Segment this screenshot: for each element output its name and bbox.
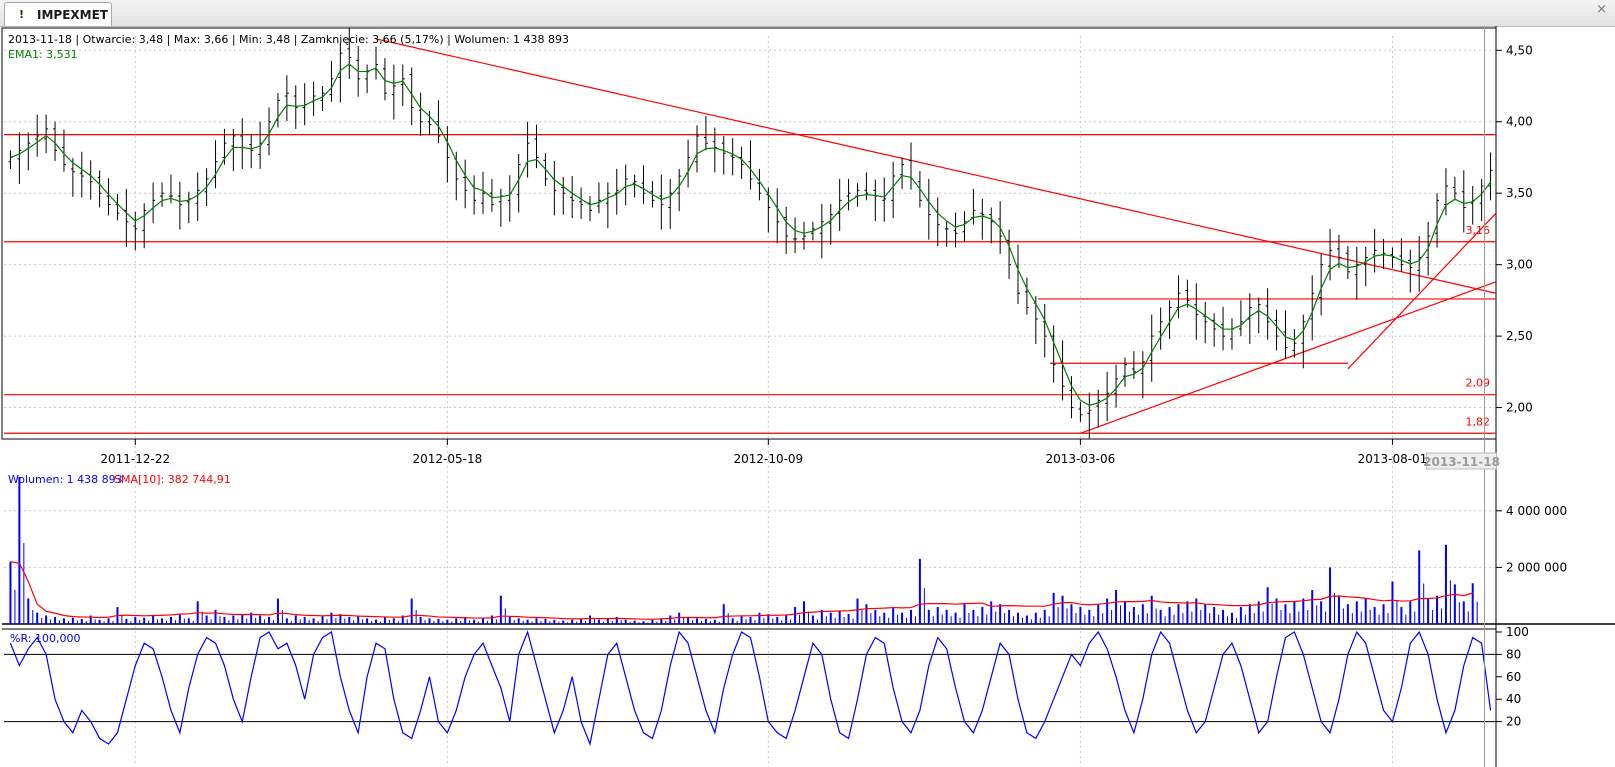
cursor-date-label: 2013-11-18: [1423, 455, 1500, 469]
wr-y-tick-label: 100: [1506, 625, 1529, 639]
y-tick-label: 2,50: [1506, 329, 1533, 343]
trend-line-down: [375, 38, 1497, 294]
grid: [4, 36, 1495, 764]
level-label: 3,16: [1466, 224, 1491, 237]
axis-labels: 2011-12-22 2012-05-18 2012-10-09 2013-03-06…: [100, 26, 1567, 767]
horizontal-levels: 3,16 2,09 1,82: [4, 134, 1496, 434]
ema-line: [10, 63, 1492, 407]
volume-y-tick-label: 4 000 000: [1506, 504, 1567, 518]
price-chart: 3,16 2,09 1,82 2011-12-22 2012-05-18 2012-10…: [1, 26, 1615, 767]
cursor-date-box: [1426, 452, 1498, 470]
x-tick-label: 2013-08-01: [1358, 452, 1428, 466]
wr-y-tick-label: 40: [1506, 692, 1521, 706]
sma-polyline: [10, 561, 1473, 620]
y-tick-label: 2,00: [1506, 401, 1533, 415]
williams-r-label: %R: 100,000: [10, 632, 80, 645]
level-label: 1,82: [1466, 415, 1491, 428]
sma-label: SMA[10]: 382 744,91: [114, 473, 231, 486]
ohlc-bars: [8, 27, 1493, 439]
wr-y-tick-label: 20: [1506, 715, 1521, 729]
trend-line-up-long: [1080, 281, 1497, 434]
volume-bars: [9, 476, 1478, 624]
williams-r-line: [4, 630, 1496, 747]
y-tick-label: 3,50: [1506, 186, 1533, 200]
tab-impexmet[interactable]: ! IMPEXMET: [4, 2, 112, 26]
x-tick-label: 2011-12-22: [100, 452, 170, 466]
y-tick-label: 3,00: [1506, 258, 1533, 272]
wr-y-tick-label: 60: [1506, 670, 1521, 684]
volume-label: Wolumen: 1 438 893: [8, 473, 123, 486]
x-tick-label: 2013-03-06: [1046, 452, 1116, 466]
wr-y-tick-label: 80: [1506, 647, 1521, 661]
level-label: 2,09: [1466, 377, 1491, 390]
trend-lines: [375, 38, 1497, 434]
warning-icon: !: [18, 8, 25, 21]
price-panel-frame: [1, 27, 1497, 440]
x-tick-label: 2012-10-09: [733, 452, 803, 466]
y-tick-label: 4,50: [1506, 43, 1533, 57]
tab-bar: ! IMPEXMET ×: [0, 0, 1615, 27]
tab-title: IMPEXMET: [37, 7, 108, 22]
ema-polyline: [10, 63, 1492, 407]
x-tick-label: 2012-05-18: [412, 452, 482, 466]
close-icon[interactable]: ×: [1596, 2, 1607, 17]
info-line: 2013-11-18 | Otwarcie: 3,48 | Max: 3,66 …: [8, 33, 569, 46]
trend-line-up-short: [1347, 212, 1497, 370]
y-tick-label: 4,00: [1506, 115, 1533, 129]
volume-y-tick-label: 2 000 000: [1506, 560, 1567, 574]
ema-label: EMA1: 3,531: [8, 48, 78, 61]
wr-polyline: [9, 630, 1492, 747]
